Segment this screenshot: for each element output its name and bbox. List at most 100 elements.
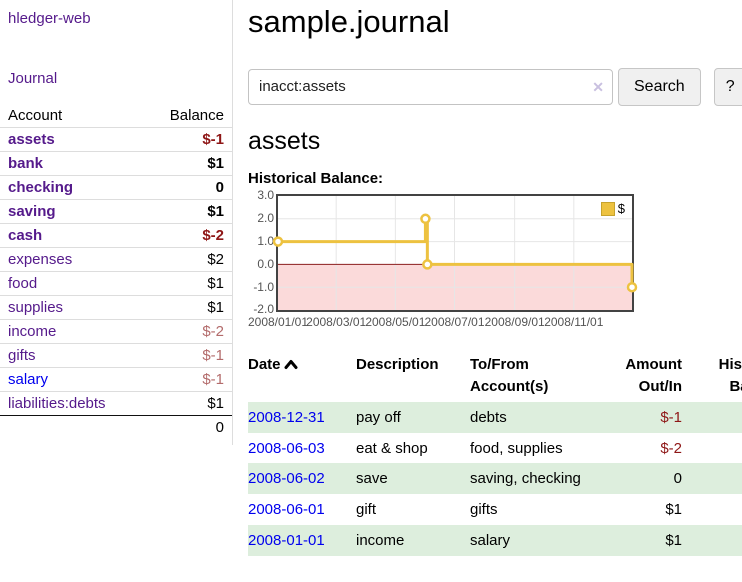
account-heading: assets — [248, 126, 321, 155]
historical-balance-chart: 3.0 2.0 1.0 0.0 -1.0 -2.0 $ 2008/01/01 2008/03… — [248, 188, 742, 334]
transaction-description: income — [356, 531, 405, 549]
account-row: cash $-2 — [0, 223, 232, 248]
transaction-accounts: food, supplies — [470, 439, 563, 457]
account-link-liabilities-debts[interactable]: liabilities:debts — [8, 395, 106, 412]
account-link-supplies[interactable]: supplies — [8, 299, 64, 316]
account-row: supplies $1 — [0, 295, 232, 320]
transaction-accounts: saving, checking — [470, 470, 581, 488]
account-row: food $1 — [0, 271, 232, 296]
account-row: saving $1 — [0, 199, 232, 224]
transaction-balance: $2 — [682, 463, 742, 494]
transaction-date-link[interactable]: 2008-06-02 — [248, 470, 325, 488]
y-tick-label: -2.0 — [253, 302, 274, 317]
account-balance: $1 — [143, 199, 232, 224]
transaction-description: pay off — [356, 408, 401, 426]
account-row: income $-2 — [0, 319, 232, 344]
sidebar-item-journal[interactable]: Journal — [8, 70, 58, 87]
x-tick-label: 2008/07/01 — [424, 315, 485, 330]
x-tick-label: 2008/05/01 — [365, 315, 426, 330]
help-button[interactable]: ? — [713, 67, 742, 106]
account-balance: $1 — [143, 295, 232, 320]
account-link-cash[interactable]: cash — [8, 227, 43, 244]
chart-plot-area: $ — [272, 194, 638, 313]
account-link-salary[interactable]: salary — [8, 371, 49, 388]
transaction-amount: 0 — [673, 470, 682, 488]
account-link-saving[interactable]: saving — [8, 203, 56, 220]
transaction-description: save — [356, 470, 388, 488]
transaction-amount: $1 — [665, 501, 682, 519]
account-link-checking[interactable]: checking — [8, 179, 74, 196]
balance-column-header-main: Historical Balance — [718, 356, 742, 396]
search-form: ✕ Search ? — [248, 67, 742, 106]
account-link-gifts[interactable]: gifts — [8, 347, 36, 364]
y-tick-label: 3.0 — [257, 188, 274, 203]
transaction-amount: $1 — [665, 531, 682, 549]
transaction-balance: $-1 — [682, 402, 742, 433]
account-balance: $1 — [143, 271, 232, 296]
balance-column-header: Balance — [143, 104, 232, 128]
sidebar-nav: Journal — [0, 70, 232, 88]
transaction-row: 2008-06-02 save saving, checking 0$2 — [248, 463, 742, 495]
transaction-balance: $2 — [682, 494, 742, 525]
account-row: checking 0 — [0, 175, 232, 200]
y-tick-label: 2.0 — [257, 211, 274, 226]
y-tick-label: 0.0 — [257, 256, 274, 271]
transaction-description: gift — [356, 501, 377, 519]
transaction-row: 2008-12-31 pay off debts $-1$-1 — [248, 401, 742, 433]
chart-canvas — [272, 196, 638, 311]
clear-search-icon[interactable]: ✕ — [592, 78, 604, 95]
account-row: salary $-1 — [0, 367, 232, 392]
transactions-table: Date Description To/From Account(s) Amou… — [248, 350, 742, 556]
sidebar: hledger-web Journal Account Balance asse… — [0, 0, 233, 445]
account-link-food[interactable]: food — [8, 275, 38, 292]
x-tick-label: 2008/11/01 — [544, 315, 604, 330]
transaction-accounts: gifts — [470, 501, 498, 519]
search-button[interactable]: Search — [618, 67, 701, 106]
y-tick-label: 1.0 — [257, 233, 274, 248]
accounts-total-row: 0 — [0, 415, 232, 439]
account-balance: $1 — [143, 151, 232, 176]
account-balance: $-1 — [143, 367, 232, 392]
x-tick-label: 2008/03/01 — [306, 315, 367, 330]
description-column-header: Description — [356, 356, 439, 374]
account-balance: $-2 — [143, 319, 232, 344]
transaction-amount: $-1 — [660, 408, 682, 426]
account-balance: $2 — [143, 247, 232, 272]
transaction-accounts: debts — [470, 408, 507, 426]
transactions-header-row: Date Description To/From Account(s) Amou… — [248, 350, 742, 402]
total-spacer — [0, 415, 144, 439]
amount-column-header: Amount Out/In — [625, 356, 682, 396]
account-link-bank[interactable]: bank — [8, 155, 44, 172]
transaction-date-link[interactable]: 2008-06-01 — [248, 501, 325, 519]
y-tick-label: -1.0 — [253, 279, 274, 294]
legend-swatch-icon — [600, 201, 615, 216]
transaction-row: 2008-01-01 income salary $1$1 — [248, 524, 742, 556]
transaction-balance: 0 — [682, 433, 742, 464]
account-link-assets[interactable]: assets — [8, 131, 55, 148]
transaction-date-link[interactable]: 2008-06-03 — [248, 439, 325, 457]
chart-legend: $ — [598, 200, 627, 218]
transaction-row: 2008-06-03 eat & shop food, supplies $-20 — [248, 433, 742, 464]
date-column-header[interactable]: Date — [248, 350, 356, 402]
accounts-table: Account Balance assets $-1 bank $1 checking 0… — [0, 104, 232, 439]
transaction-description: eat & shop — [356, 439, 428, 457]
account-balance: $1 — [143, 391, 232, 416]
transaction-date-link[interactable]: 2008-12-31 — [248, 408, 325, 426]
transaction-balance: $1 — [682, 525, 742, 556]
accounts-table-header: Account Balance — [0, 104, 232, 128]
x-tick-label: 2008/09/01 — [484, 315, 545, 330]
search-input-wrap: ✕ — [248, 68, 613, 105]
app-title-link[interactable]: hledger-web — [8, 10, 91, 27]
account-column-header: Account — [0, 104, 144, 128]
transaction-date-link[interactable]: 2008-01-01 — [248, 531, 325, 549]
page-title: sample.journal — [248, 4, 450, 39]
transaction-amount: $-2 — [660, 439, 682, 457]
search-input[interactable] — [248, 68, 613, 105]
account-balance: 0 — [143, 175, 232, 200]
account-row: liabilities:debts $1 — [0, 391, 232, 416]
account-link-income[interactable]: income — [8, 323, 57, 340]
account-row: gifts $-1 — [0, 343, 232, 368]
account-link-expenses[interactable]: expenses — [8, 251, 73, 268]
main-content: sample.journal ✕ Search ? assets Histori… — [233, 0, 742, 556]
